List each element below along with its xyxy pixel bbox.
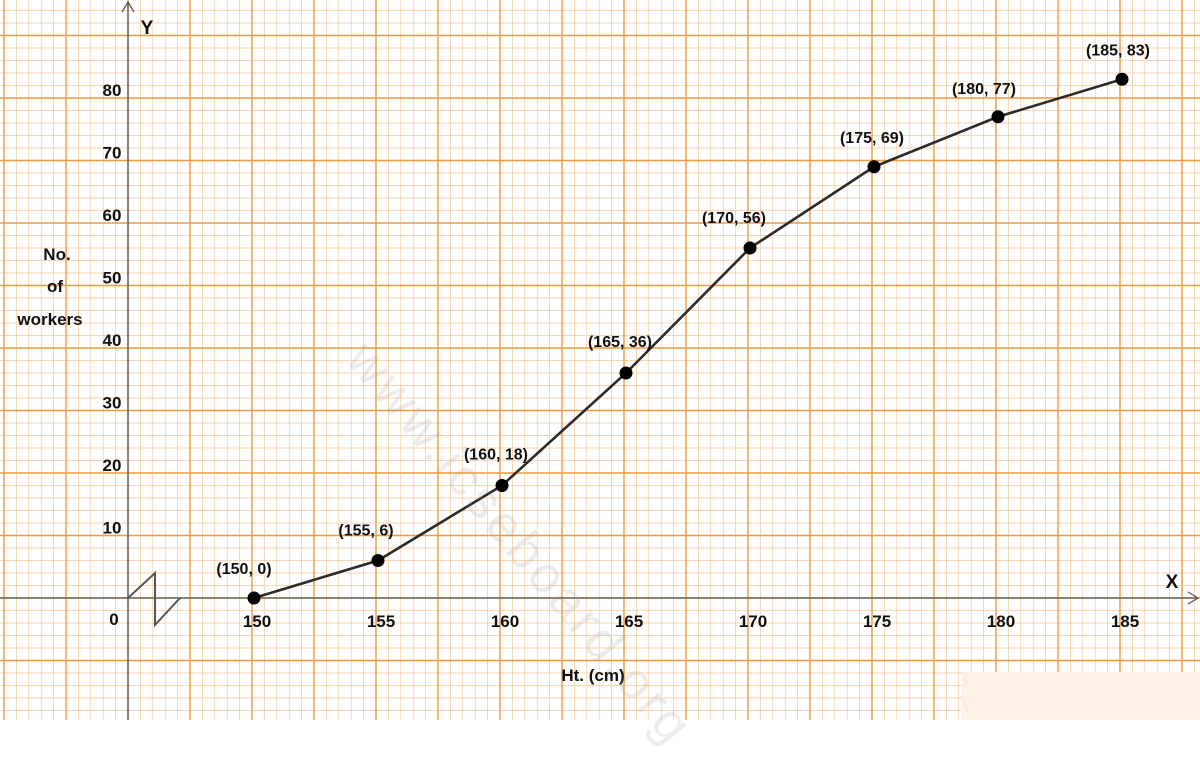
x-tick-label: 165 bbox=[615, 612, 643, 631]
x-axis-arrow bbox=[1187, 591, 1200, 605]
y-axis-label-line: No. bbox=[43, 245, 70, 264]
labels-group: (150, 0) (155, 6) (160, 18) (165, 36) (170, … bbox=[16, 18, 1178, 685]
x-tick-label: 155 bbox=[367, 612, 395, 631]
y-tick-label: 80 bbox=[103, 81, 122, 100]
x-tick-label: 185 bbox=[1111, 612, 1139, 631]
data-point bbox=[991, 110, 1005, 124]
point-label: (175, 69) bbox=[840, 130, 904, 147]
axis-break-zigzag bbox=[127, 570, 181, 628]
minor-grid bbox=[0, 0, 1200, 720]
y-tick-label: 20 bbox=[103, 456, 122, 475]
y-axis-label-line: of bbox=[47, 277, 63, 296]
chart-svg: (150, 0) (155, 6) (160, 18) (165, 36) (170, … bbox=[0, 0, 1200, 720]
ogive-line bbox=[253, 78, 1123, 600]
y-axis-arrow bbox=[121, 0, 135, 13]
y-axis-label-line: workers bbox=[16, 310, 82, 329]
corner-box bbox=[962, 672, 1200, 720]
y-tick-label: 50 bbox=[103, 269, 122, 288]
y-tick-label: 30 bbox=[103, 394, 122, 413]
data-point bbox=[619, 366, 633, 380]
series-line-group bbox=[247, 72, 1129, 605]
point-label: (160, 18) bbox=[464, 447, 528, 464]
x-axis-label: Ht. (cm) bbox=[561, 666, 624, 685]
point-label: (165, 36) bbox=[588, 334, 652, 351]
data-point bbox=[247, 591, 261, 605]
data-point bbox=[743, 241, 757, 255]
y-tick-label: 60 bbox=[103, 206, 122, 225]
y-tick-label: 10 bbox=[103, 519, 122, 538]
x-tick-label: 170 bbox=[739, 612, 767, 631]
data-point bbox=[495, 479, 509, 492]
x-tick-label: 175 bbox=[863, 612, 891, 631]
point-label: (150, 0) bbox=[216, 561, 271, 578]
point-label: (170, 56) bbox=[702, 210, 766, 227]
axes bbox=[0, 0, 1200, 720]
x-tick-label: 180 bbox=[987, 612, 1015, 631]
x-tick-label: 160 bbox=[491, 612, 519, 631]
y-axis-letter: Y bbox=[141, 18, 154, 39]
x-axis-letter: X bbox=[1166, 572, 1179, 593]
data-point bbox=[371, 554, 385, 567]
point-label: (180, 77) bbox=[952, 81, 1016, 98]
data-point bbox=[867, 160, 881, 174]
y-tick-label: 40 bbox=[103, 331, 122, 350]
y-tick-label: 70 bbox=[103, 144, 122, 163]
point-label: (155, 6) bbox=[338, 523, 393, 540]
major-grid bbox=[0, 0, 1200, 720]
ogive-chart: (150, 0) (155, 6) (160, 18) (165, 36) (170, … bbox=[0, 0, 1200, 720]
point-label: (185, 83) bbox=[1086, 42, 1150, 59]
data-point bbox=[1115, 72, 1129, 86]
x-tick-label: 150 bbox=[243, 612, 271, 631]
origin-label: 0 bbox=[109, 610, 118, 629]
